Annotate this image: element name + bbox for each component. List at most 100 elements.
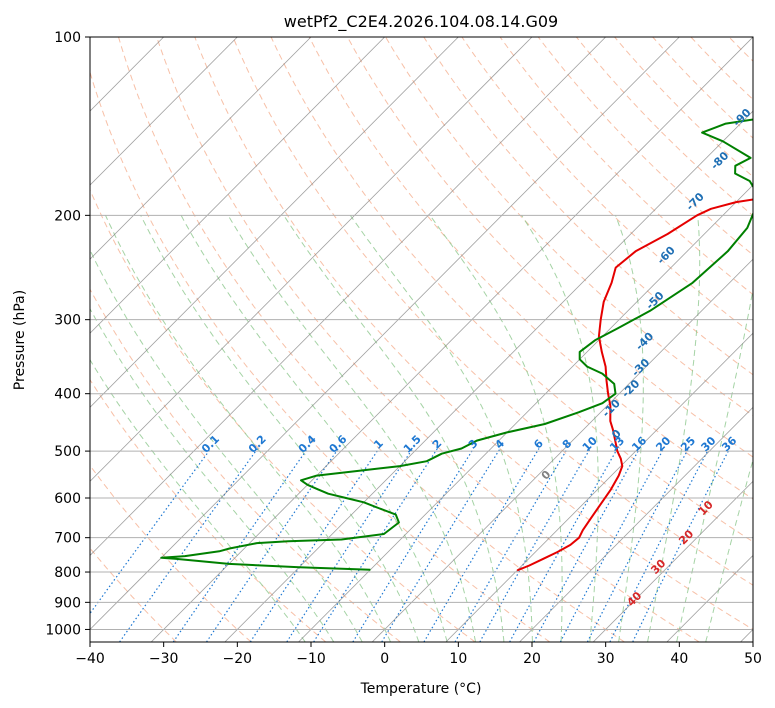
mixing-ratio-line (586, 448, 690, 642)
isotherm-line (90, 37, 385, 334)
isotherm-line (90, 37, 533, 482)
mixing-ratio-line (632, 448, 731, 642)
mixing-ratio-line (249, 448, 380, 642)
y-tick-label: 700 (54, 531, 81, 547)
y-tick-label: 200 (54, 208, 81, 224)
dry-adiabat-line (90, 464, 252, 642)
dry-adiabat-line (90, 70, 551, 642)
isotherm-line (90, 37, 459, 408)
x-tick-label: 10 (449, 651, 467, 667)
moist-adiabat-line (349, 215, 533, 642)
profile-series (160, 118, 753, 572)
x-tick-label: −40 (75, 651, 105, 667)
mixing-ratio-label: 0.4 (296, 432, 319, 455)
moist-adiabat-line (105, 215, 392, 642)
plot-area: -100-90-80-70-60-50-40-30-20-1000.1 0.2 0.… (90, 37, 775, 642)
moist-adiabat-label: -90 (730, 106, 753, 130)
dry-adiabat-line (499, 37, 753, 296)
moist-adiabat-label: -60 (655, 243, 678, 267)
mixing-ratio-line (172, 448, 309, 642)
x-tick-label: 0 (380, 651, 389, 667)
moist-adiabat-line (227, 215, 476, 642)
mixing-ratio-line (381, 448, 501, 642)
moist-adiabat-label: -10 (600, 396, 623, 420)
isotherm-line (90, 37, 680, 631)
isotherm-line (371, 258, 753, 642)
moist-adiabat-label: -40 (633, 330, 656, 354)
mixing-ratio-line (206, 448, 339, 642)
dry-adiabat-line (194, 37, 753, 630)
moist-adiabat-label: -70 (684, 190, 707, 214)
mixing-ratio-line (119, 448, 259, 642)
isotherm-line (150, 37, 753, 642)
mixing-ratio-line (352, 448, 475, 642)
temperature-profile-line (516, 198, 753, 572)
isotherm-line (90, 37, 606, 556)
mixing-ratio-label: 8 (560, 437, 575, 452)
moist-adiabat-line (180, 215, 448, 642)
dry-adiabat-label: 20 (676, 527, 696, 547)
moist-adiabat-line (140, 215, 420, 642)
dry-adiabats (90, 37, 775, 642)
x-tick-label: −20 (223, 651, 253, 667)
isotherm-line (592, 480, 753, 642)
moist-adiabat-label: -50 (643, 289, 666, 313)
moist-adiabat-line (90, 248, 363, 642)
y-tick-label: 300 (54, 313, 81, 329)
isotherm-line (519, 406, 753, 642)
y-tick-label: 100 (54, 30, 81, 46)
dry-adiabat-line (270, 37, 753, 543)
mixing-ratio-label: 0.2 (246, 433, 269, 456)
dry-adiabat-line (461, 37, 753, 335)
mixing-ratio-line (454, 448, 569, 642)
moist-adiabat-label: -30 (629, 356, 652, 380)
dry-adiabat-line (232, 37, 753, 586)
x-axis-label: Temperature (°C) (360, 681, 482, 697)
isotherm-line (90, 37, 312, 260)
isotherm-line (224, 110, 753, 642)
mixing-ratio-label: 0.6 (327, 432, 350, 455)
dry-adiabat-line (156, 37, 700, 642)
isotherms (90, 37, 753, 642)
y-tick-label: 1000 (45, 622, 81, 638)
dry-adiabat-line (576, 37, 753, 217)
moist-adiabat-label: -20 (619, 377, 642, 401)
dry-adiabat-line (423, 37, 753, 376)
mixing-ratio-label: 3 (466, 437, 481, 452)
dry-adiabat-line (90, 378, 327, 642)
isotherm-line (298, 184, 753, 642)
mixing-ratio-label: 4 (493, 437, 508, 452)
x-tick-label: 50 (744, 651, 762, 667)
x-axis-ticks: −40 −30 −20 −10 0 10 20 30 40 50 (75, 642, 762, 667)
moist-adiabat-line (647, 215, 701, 642)
mixing-ratio-line (90, 448, 212, 615)
y-axis-ticks: 100 200 300 400 500 600 700 800 900 1000 (45, 30, 90, 638)
mixing-ratio-label: 6 (531, 437, 546, 452)
y-axis-label: Pressure (hPa) (12, 290, 28, 390)
y-tick-label: 800 (54, 565, 81, 581)
moist-adiabat-line (90, 307, 335, 642)
mixing-ratio-lines (90, 448, 731, 642)
x-tick-label: −10 (296, 651, 326, 667)
moist-adiabat-line (705, 457, 753, 642)
y-tick-label: 600 (54, 491, 81, 507)
dry-adiabat-line (767, 37, 775, 642)
y-tick-label: 500 (54, 444, 81, 460)
mixing-ratio-line (286, 448, 414, 642)
mixing-ratio-line (559, 448, 665, 642)
x-tick-label: −30 (149, 651, 179, 667)
x-tick-label: 30 (597, 651, 615, 667)
dry-adiabat-line (308, 37, 753, 500)
mixing-ratio-line (609, 448, 710, 642)
mixing-ratio-line (313, 448, 438, 642)
dry-adiabat-label: 40 (624, 589, 644, 609)
plot-frame (89, 36, 754, 643)
moist-adiabats (90, 215, 753, 642)
isotherm-line (445, 332, 753, 642)
isotherm-line (90, 37, 238, 186)
chart-title: wetPf2_C2E4.2026.104.08.14.G09 (284, 12, 558, 32)
mixing-ratio-label: 0.1 (199, 433, 222, 456)
x-tick-label: 40 (670, 651, 688, 667)
dry-adiabat-line (90, 288, 401, 642)
